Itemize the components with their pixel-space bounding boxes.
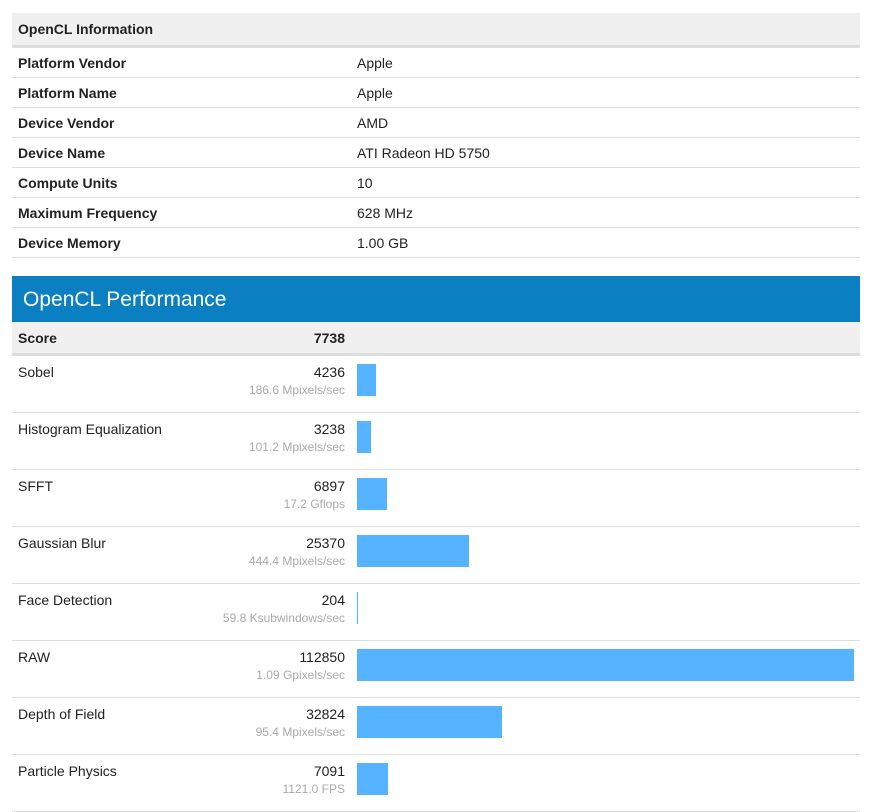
benchmark-bar [357,421,372,453]
info-label: Device Vendor [12,107,351,138]
benchmark-score: 4236 [313,364,345,380]
benchmark-score: 6897 [313,478,345,494]
benchmark-score: 7091 [313,763,345,779]
benchmark-name: Gaussian Blur [12,526,215,584]
benchmark-rate: 1.09 Gpixels/sec [256,668,345,682]
benchmark-name: Histogram Equalization [12,412,215,470]
info-value: 10 [351,167,860,198]
info-label: Maximum Frequency [12,197,351,228]
benchmark-bar [357,706,502,738]
info-row: Device Name ATI Radeon HD 5750 [12,137,860,168]
info-value: Apple [351,77,860,108]
info-value: Apple [351,46,860,78]
info-value: ATI Radeon HD 5750 [351,137,860,168]
info-row: Platform Name Apple [12,77,860,108]
benchmark-name: SFFT [12,469,215,527]
benchmark-bar [357,649,854,681]
benchmark-score: 25370 [306,535,345,551]
info-label: Platform Name [12,77,351,108]
benchmark-rate: 17.2 Gflops [283,497,345,511]
info-value: 1.00 GB [351,227,860,258]
benchmark-rate: 186.6 Mpixels/sec [248,383,345,397]
benchmark-row: Gaussian Blur 25370 444.4 Mpixels/sec [12,526,860,584]
info-row: Platform Vendor Apple [12,46,860,78]
benchmark-rate: 444.4 Mpixels/sec [248,554,345,568]
benchmark-name: Particle Physics [12,754,215,812]
benchmark-bar [357,478,388,510]
opencl-information-table: OpenCL Information Platform Vendor Apple P… [12,13,860,258]
info-row: Device Memory 1.00 GB [12,227,860,258]
benchmark-row: SFFT 6897 17.2 Gflops [12,469,860,527]
benchmark-name: RAW [12,640,215,698]
benchmark-score: 32824 [306,706,345,722]
score-label: Score [12,322,215,356]
benchmark-row: Histogram Equalization 3238 101.2 Mpixels/… [12,412,860,470]
benchmark-rate: 101.2 Mpixels/sec [248,440,345,454]
info-row: Compute Units 10 [12,167,860,198]
score-value: 7738 [214,322,351,356]
benchmark-rate: 59.8 Ksubwindows/sec [222,611,345,625]
info-value: 628 MHz [351,197,860,228]
benchmark-row: Face Detection 204 59.8 Ksubwindows/sec [12,583,860,641]
benchmark-row: Depth of Field 32824 95.4 Mpixels/sec [12,697,860,755]
info-value: AMD [351,107,860,138]
info-row: Maximum Frequency 628 MHz [12,197,860,228]
benchmark-bar [357,535,469,567]
benchmark-rate: 95.4 Mpixels/sec [255,725,345,739]
benchmark-name: Depth of Field [12,697,215,755]
section-title: OpenCL Performance [12,276,860,322]
benchmark-row: Particle Physics 7091 1121.0 FPS [12,754,860,812]
benchmark-score: 112850 [299,649,345,665]
benchmark-name: Face Detection [12,583,215,641]
benchmark-score: 204 [321,592,345,608]
benchmark-name: Sobel [12,354,215,413]
info-label: Compute Units [12,167,351,198]
info-row: Device Vendor AMD [12,107,860,138]
score-row: Score 7738 [12,322,860,356]
opencl-performance-section: OpenCL Performance Score 7738 Sobel 4236 1… [12,276,860,812]
benchmark-score: 3238 [313,421,345,437]
benchmark-rate: 1121.0 FPS [282,782,345,796]
info-label: Platform Vendor [12,46,351,78]
benchmark-bar [357,763,389,795]
benchmark-bar [357,592,358,624]
info-label: Device Name [12,137,351,168]
benchmark-row: RAW 112850 1.09 Gpixels/sec [12,640,860,698]
info-label: Device Memory [12,227,351,258]
benchmark-bar [357,364,376,396]
benchmark-row: Sobel 4236 186.6 Mpixels/sec [12,354,860,413]
section-title: OpenCL Information [12,13,860,48]
